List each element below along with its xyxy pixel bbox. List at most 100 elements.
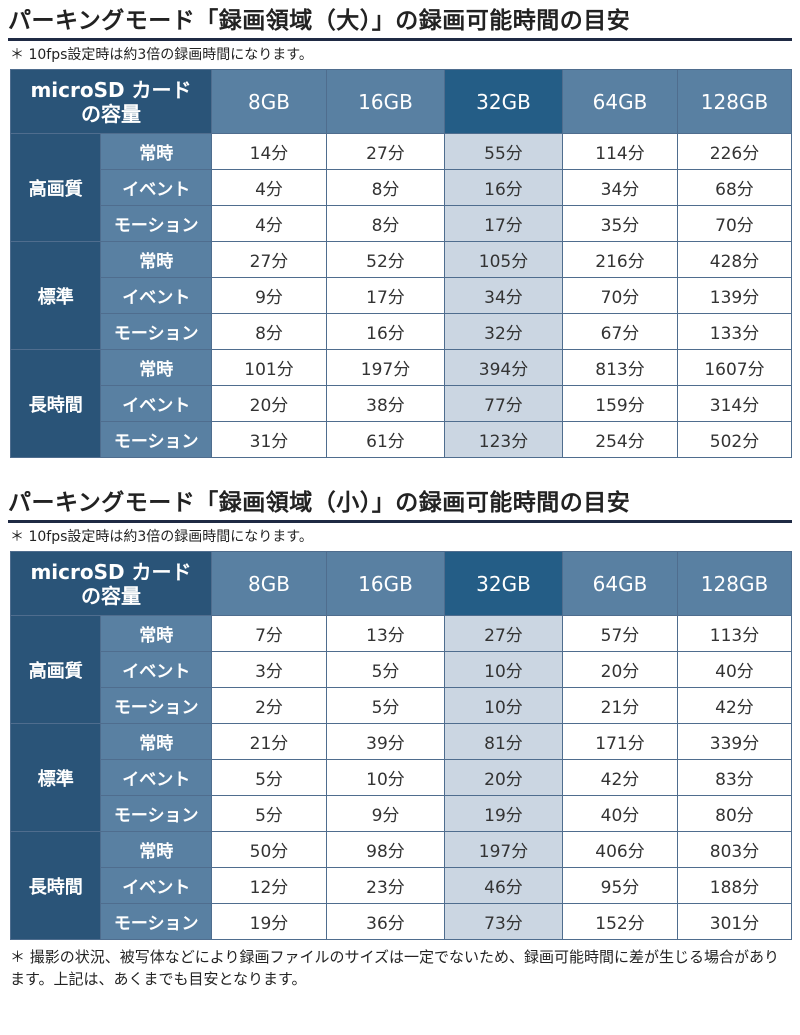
document: パーキングモード「録画領域（大）」の録画可能時間の目安 ＊ 10fps設定時は約3… <box>0 0 800 988</box>
table-section: パーキングモード「録画領域（小）」の録画可能時間の目安 ＊ 10fps設定時は約3… <box>0 482 800 940</box>
table-row: 長時間 常時 101分 197分 394分 813分 1607分 <box>9 349 792 458</box>
capacity-column-header: 8GB <box>211 551 327 616</box>
recording-time-cell: 152分 <box>562 903 678 940</box>
recording-time-cell: 7分 <box>211 615 327 652</box>
recording-time-cell: 16分 <box>326 313 445 350</box>
recording-time-cell: 113分 <box>677 615 792 652</box>
recording-time-cell: 2分 <box>211 687 327 724</box>
recording-mode-label: 常時 <box>100 723 212 760</box>
recording-time-cell: 14分 <box>211 133 327 170</box>
recording-time-cell: 803分 <box>677 831 792 868</box>
recording-mode-label: イベント <box>100 867 212 904</box>
table-row: 標準 常時 21分 39分 81分 171分 339分 <box>9 723 792 832</box>
recording-time-cell: 5分 <box>326 687 445 724</box>
recording-time-cell: 77分 <box>444 385 563 422</box>
table-row: イベント 9分 17分 34分 70分 139分 <box>11 277 792 314</box>
recording-mode-label: イベント <box>100 169 212 206</box>
recording-time-cell: 8分 <box>326 205 445 242</box>
capacity-column-header: 16GB <box>326 69 445 134</box>
recording-time-cell: 21分 <box>562 687 678 724</box>
capacity-header-line2: の容量 <box>81 583 141 608</box>
table-row: イベント 12分 23分 46分 95分 188分 <box>11 867 792 904</box>
table-row: 標準 常時 27分 52分 105分 216分 428分 <box>9 241 792 350</box>
table-row: モーション 19分 36分 73分 152分 301分 <box>11 903 792 940</box>
table-row: イベント 20分 38分 77分 159分 314分 <box>11 385 792 422</box>
table-row: 高画質 常時 7分 13分 27分 57分 113分 <box>9 615 792 724</box>
recording-time-cell: 502分 <box>677 421 792 458</box>
recording-time-cell: 101分 <box>211 349 327 386</box>
recording-time-cell: 81分 <box>444 723 563 760</box>
recording-time-cell: 55分 <box>444 133 563 170</box>
recording-time-cell: 32分 <box>444 313 563 350</box>
recording-time-cell: 50分 <box>211 831 327 868</box>
quality-group-label: 標準 <box>9 723 102 832</box>
recording-time-cell: 27分 <box>444 615 563 652</box>
recording-time-cell: 20分 <box>562 651 678 688</box>
recording-time-cell: 95分 <box>562 867 678 904</box>
quality-group-label: 長時間 <box>9 831 102 940</box>
recording-time-cell: 159分 <box>562 385 678 422</box>
quality-group-label: 高画質 <box>9 615 102 724</box>
recording-time-cell: 17分 <box>444 205 563 242</box>
recording-time-table: microSD カード の容量 8GB 16GB 32GB 64GB 128GB 高画質 常時 1… <box>9 69 792 458</box>
recording-mode-label: モーション <box>100 903 212 940</box>
recording-time-cell: 394分 <box>444 349 563 386</box>
recording-time-cell: 139分 <box>677 277 792 314</box>
recording-time-cell: 9分 <box>211 277 327 314</box>
table-row: イベント 4分 8分 16分 34分 68分 <box>11 169 792 206</box>
capacity-header-line1: microSD カード <box>30 559 192 584</box>
recording-time-cell: 42分 <box>677 687 792 724</box>
recording-time-cell: 98分 <box>326 831 445 868</box>
table-row: イベント 5分 10分 20分 42分 83分 <box>11 759 792 796</box>
recording-time-cell: 171分 <box>562 723 678 760</box>
recording-mode-label: 常時 <box>100 831 212 868</box>
recording-mode-label: モーション <box>100 421 212 458</box>
recording-time-cell: 13分 <box>326 615 445 652</box>
header-row: microSD カード の容量 8GB 16GB 32GB 64GB 128GB <box>10 551 792 616</box>
recording-time-cell: 61分 <box>326 421 445 458</box>
recording-mode-label: 常時 <box>100 349 212 386</box>
table-row: モーション 8分 16分 32分 67分 133分 <box>11 313 792 350</box>
recording-mode-label: モーション <box>100 205 212 242</box>
capacity-column-header: 64GB <box>562 69 678 134</box>
capacity-column-header: 64GB <box>562 551 678 616</box>
recording-time-cell: 8分 <box>326 169 445 206</box>
capacity-header-line2: の容量 <box>81 101 141 126</box>
table-row: イベント 3分 5分 10分 20分 40分 <box>11 651 792 688</box>
recording-time-cell: 12分 <box>211 867 327 904</box>
recording-mode-label: イベント <box>100 759 212 796</box>
recording-time-cell: 339分 <box>677 723 792 760</box>
recording-time-cell: 70分 <box>562 277 678 314</box>
recording-time-cell: 5分 <box>211 759 327 796</box>
recording-time-cell: 406分 <box>562 831 678 868</box>
recording-time-cell: 226分 <box>677 133 792 170</box>
recording-time-cell: 67分 <box>562 313 678 350</box>
capacity-column-header: 16GB <box>326 551 445 616</box>
capacity-column-header: 32GB <box>444 551 563 616</box>
quality-group-label: 高画質 <box>9 133 102 242</box>
table-row: モーション 4分 8分 17分 35分 70分 <box>11 205 792 242</box>
recording-time-cell: 5分 <box>211 795 327 832</box>
recording-mode-label: モーション <box>100 313 212 350</box>
recording-time-cell: 27分 <box>326 133 445 170</box>
recording-time-cell: 70分 <box>677 205 792 242</box>
title-rule <box>8 38 792 41</box>
section-title: パーキングモード「録画領域（大）」の録画可能時間の目安 <box>8 8 631 34</box>
recording-time-cell: 105分 <box>444 241 563 278</box>
recording-mode-label: 常時 <box>100 241 212 278</box>
recording-mode-label: イベント <box>100 385 212 422</box>
recording-time-cell: 10分 <box>326 759 445 796</box>
table-section: パーキングモード「録画領域（大）」の録画可能時間の目安 ＊ 10fps設定時は約3… <box>0 0 800 458</box>
recording-time-cell: 39分 <box>326 723 445 760</box>
recording-time-cell: 19分 <box>211 903 327 940</box>
recording-time-cell: 68分 <box>677 169 792 206</box>
capacity-header-line1: microSD カード <box>30 77 192 102</box>
recording-time-cell: 40分 <box>562 795 678 832</box>
recording-time-cell: 31分 <box>211 421 327 458</box>
recording-time-cell: 52分 <box>326 241 445 278</box>
recording-time-cell: 20分 <box>444 759 563 796</box>
table-row: モーション 2分 5分 10分 21分 42分 <box>11 687 792 724</box>
recording-mode-label: 常時 <box>100 133 212 170</box>
table-row: 長時間 常時 50分 98分 197分 406分 803分 <box>9 831 792 940</box>
table-row: モーション 5分 9分 19分 40分 80分 <box>11 795 792 832</box>
